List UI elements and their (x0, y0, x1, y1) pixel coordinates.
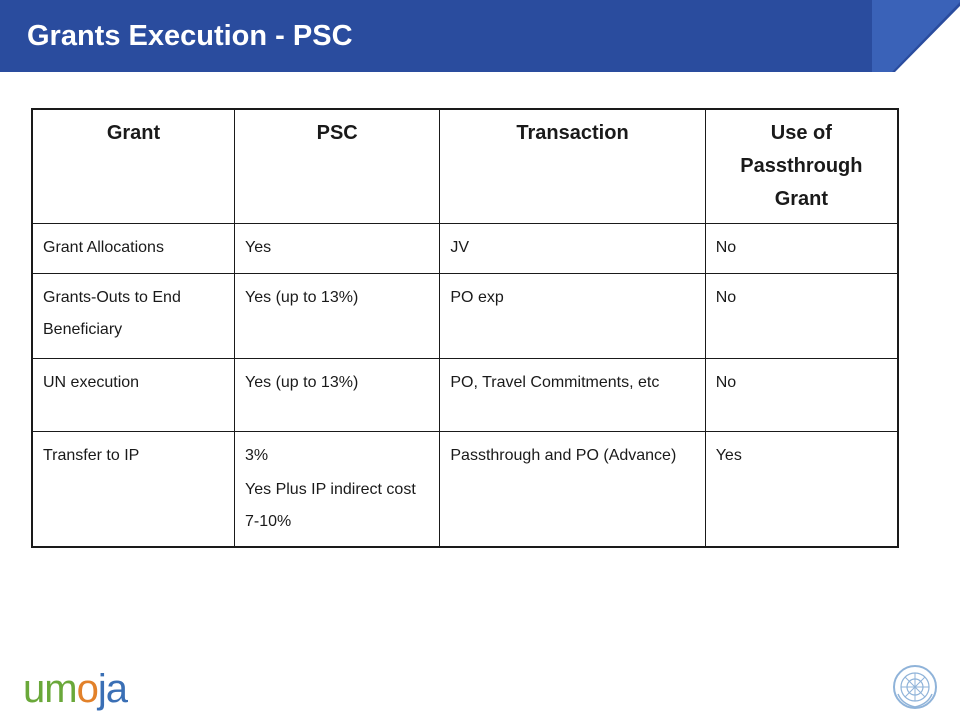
table-cell: Grant Allocations (31, 223, 236, 274)
table-cell: PO, Travel Commitments, etc (439, 358, 706, 432)
column-header-transaction: Transaction (439, 108, 706, 224)
table-row: Transfer to IP 3% Yes Plus IP indirect c… (31, 431, 899, 548)
table-cell: PO exp (439, 273, 706, 359)
psc-rate-text: 3% (245, 447, 269, 464)
table-cell: Grants-Outs to End Beneficiary (31, 273, 236, 359)
table-cell: No (704, 273, 899, 359)
table-cell: No (704, 358, 899, 432)
column-header-use-of-passthrough-grant: Use of Passthrough Grant (704, 108, 899, 224)
header-accent-shape (872, 0, 960, 72)
table-cell: Yes (704, 431, 899, 548)
table-row: Grant Allocations Yes JV No (31, 223, 899, 274)
table-cell: No (704, 223, 899, 274)
psc-extra-text: Yes Plus IP indirect cost 7-10% (245, 481, 416, 530)
table-header-row: Grant PSC Transaction Use of Passthrough… (31, 108, 899, 224)
table-row: UN execution Yes (up to 13%) PO, Travel … (31, 358, 899, 432)
table-cell: Passthrough and PO (Advance) (439, 431, 706, 548)
header-band (0, 0, 960, 72)
column-header-grant: Grant (31, 108, 236, 224)
table-cell: Transfer to IP (31, 431, 236, 548)
table-cell: Yes (up to 13%) (234, 273, 441, 359)
table-cell: JV (439, 223, 706, 274)
table-cell: Yes (234, 223, 441, 274)
column-header-psc: PSC (234, 108, 441, 224)
table-row: Grants-Outs to End Beneficiary Yes (up t… (31, 273, 899, 359)
umoja-logo: umoja (23, 667, 128, 711)
table-cell: UN execution (31, 358, 236, 432)
un-emblem-icon (893, 665, 937, 709)
table-cell: Yes (up to 13%) (234, 358, 441, 432)
grants-psc-table: Grant PSC Transaction Use of Passthrough… (31, 108, 899, 548)
slide-title: Grants Execution - PSC (27, 20, 353, 52)
table-cell-psc-multiline: 3% Yes Plus IP indirect cost 7-10% (234, 431, 441, 548)
